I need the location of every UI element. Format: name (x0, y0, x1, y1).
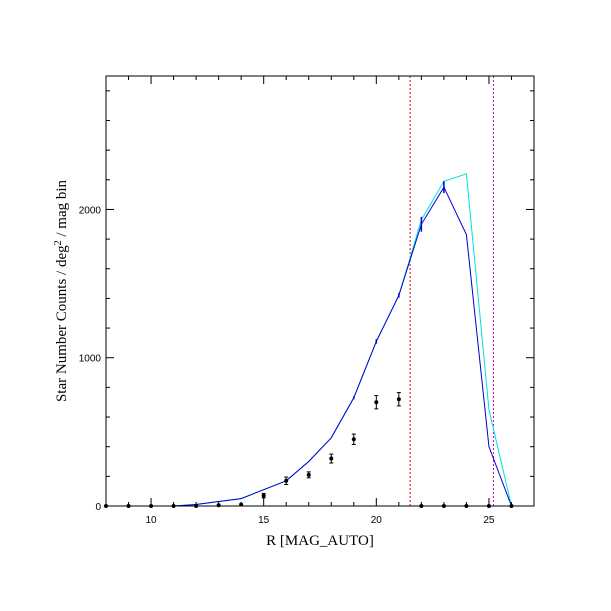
y-tick-label: 0 (95, 502, 101, 513)
data-point (374, 400, 379, 405)
data-point (329, 456, 334, 461)
x-axis-label: R [MAG_AUTO] (266, 533, 374, 549)
y-axis-label-tail: / mag bin (54, 179, 70, 240)
x-tick-label: 25 (483, 515, 495, 526)
y-axis-label-main: Star Number Counts / deg (54, 245, 70, 402)
y-axis-label: Star Number Counts / deg2 / mag bin (53, 179, 71, 402)
data-point (261, 493, 266, 498)
series-line-model_blue (173, 186, 512, 507)
y-tick-label: 2000 (79, 205, 102, 216)
x-tick-label: 20 (371, 515, 383, 526)
y-tick-label: 1000 (79, 354, 102, 365)
axis-ticks: 10 15 20 25 0 1000 2000 (79, 76, 535, 526)
data-point (351, 437, 356, 442)
plot-area (104, 76, 514, 508)
data-point (396, 397, 401, 402)
data-point (284, 478, 289, 483)
data-point (306, 472, 311, 477)
x-tick-label: 10 (145, 515, 157, 526)
plot-frame (105, 75, 535, 507)
x-tick-label: 15 (258, 515, 270, 526)
y-axis-label-sup: 2 (53, 240, 64, 245)
